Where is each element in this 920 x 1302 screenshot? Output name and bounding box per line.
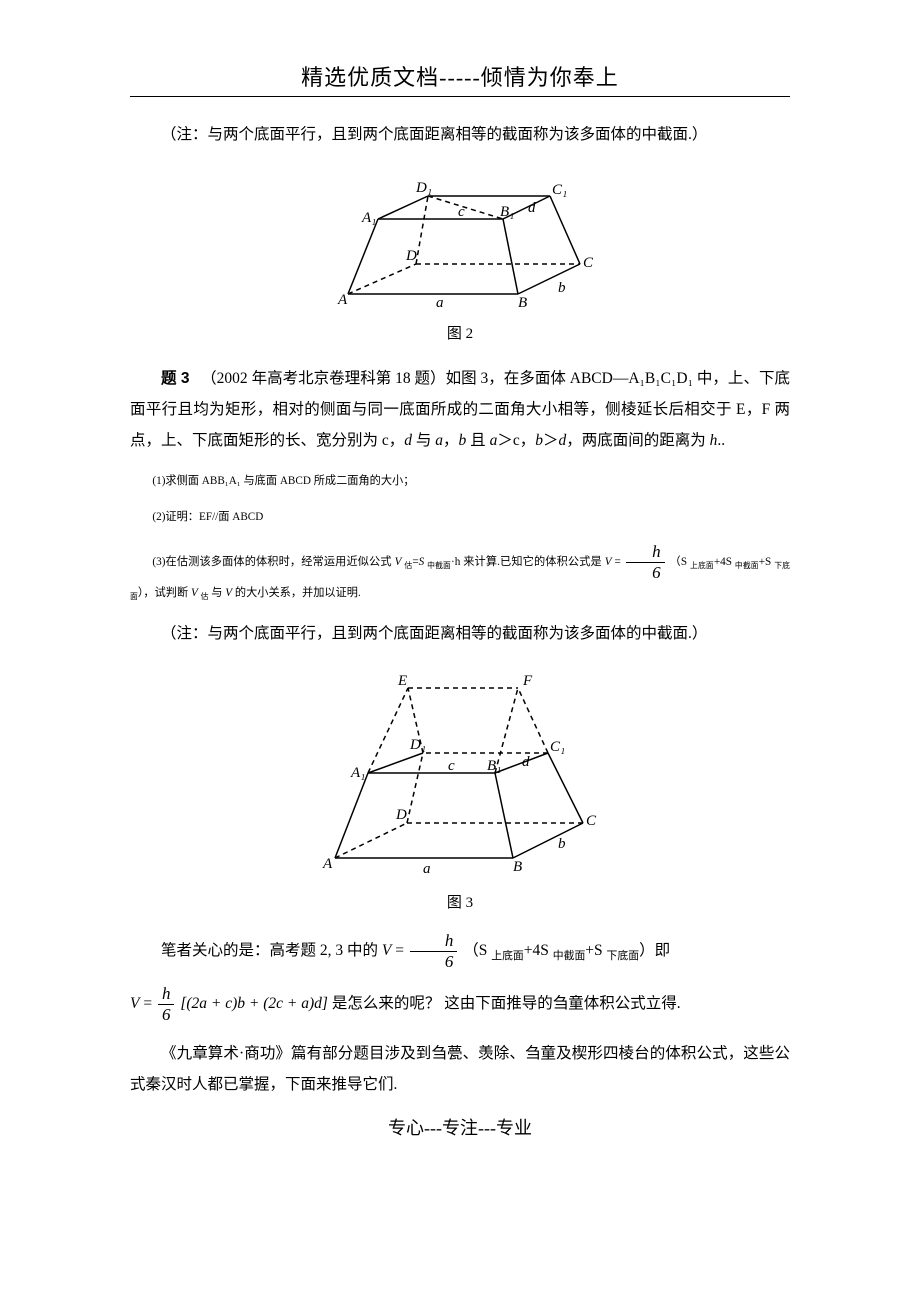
svg-text:A: A (337, 292, 348, 308)
note-midsection-1: （注：与两个底面平行，且到两个底面距离相等的截面称为该多面体的中截面.） (130, 119, 790, 150)
svg-text:C₁: C₁ (552, 182, 567, 198)
author-remark-1b: （S 上底面+4S 中截面+S 下底面）即 (463, 942, 670, 959)
page: 精选优质文档-----倾情为你奉上 （注：与两个底面平行，且到两个底面距离相等的… (0, 0, 920, 1180)
problem-3-label: 题 3 (161, 370, 189, 387)
svg-text:A: A (322, 856, 333, 872)
figure-3: A B C D A₁ B₁ C₁ D₁ E F a b c d (130, 663, 790, 883)
svg-text:b: b (558, 280, 566, 296)
svg-text:F: F (522, 673, 533, 689)
fraction-h-over-6: h 6 (626, 543, 665, 582)
figure-2: A B C D A₁ B₁ C₁ D₁ a b c d (130, 164, 790, 314)
volume-formula: V = h 6 (605, 556, 670, 568)
frustum-with-apex-diagram-icon: A B C D A₁ B₁ C₁ D₁ E F a b c d (313, 663, 608, 878)
author-remark-2-tail: 是怎么来的呢？ 这由下面推导的刍童体积公式立得. (332, 995, 681, 1012)
jiuzhang-reference: 《九章算术·商功》篇有部分题目涉及到刍甍、羡除、刍童及楔形四棱台的体积公式，这些… (130, 1038, 790, 1100)
problem-3-part1: (1)求侧面 ABB₁A₁ 与底面 ABCD 所成二面角的大小； (130, 470, 790, 492)
svg-text:A₁: A₁ (350, 765, 365, 781)
svg-text:E: E (397, 673, 407, 689)
svg-text:C₁: C₁ (550, 739, 565, 755)
note-midsection-2: （注：与两个底面平行，且到两个底面距离相等的截面称为该多面体的中截面.） (130, 618, 790, 649)
svg-text:a: a (423, 861, 431, 877)
svg-text:d: d (522, 754, 530, 770)
svg-text:B: B (513, 859, 522, 875)
svg-text:D: D (405, 248, 417, 264)
page-footer: 专心---专注---专业 (130, 1114, 790, 1140)
svg-text:c: c (458, 204, 465, 220)
problem-3-part2: (2)证明：EF//面 ABCD (130, 506, 790, 528)
svg-text:C: C (583, 255, 593, 271)
svg-text:B₁: B₁ (487, 758, 501, 774)
svg-text:B₁: B₁ (500, 204, 514, 220)
svg-text:D₁: D₁ (415, 180, 432, 196)
author-remark-1: 笔者关心的是：高考题 2, 3 中的 V = h 6 （S 上底面+4S 中截面… (130, 932, 790, 971)
svg-text:D₁: D₁ (409, 737, 426, 753)
svg-text:c: c (448, 758, 455, 774)
svg-text:B: B (518, 295, 527, 309)
problem-3-part3-lead: (3)在估测该多面体的体积时，经常运用近似公式 V 估=S 中截面·h 来计算.… (152, 556, 601, 568)
problem-3-body: （2002 年高考北京卷理科第 18 题）如图 3，在多面体 ABCD—A₁B₁… (130, 370, 790, 449)
problem-3-statement: 题 3 （2002 年高考北京卷理科第 18 题）如图 3，在多面体 ABCD—… (130, 363, 790, 456)
volume-formula-2: V = h 6 (382, 942, 463, 959)
top-rule (130, 96, 790, 97)
svg-text:D: D (395, 807, 407, 823)
page-top-title: 精选优质文档-----倾情为你奉上 (130, 60, 790, 92)
figure-3-caption: 图 3 (130, 891, 790, 912)
fraction-h-over-6-c: h 6 (158, 985, 175, 1024)
figure-2-caption: 图 2 (130, 322, 790, 343)
fraction-h-over-6-b: h 6 (410, 932, 458, 971)
problem-3-part3: (3)在估测该多面体的体积时，经常运用近似公式 V 估=S 中截面·h 来计算.… (130, 543, 790, 605)
volume-expanded-formula: V = h 6 [(2a + c)b + (2c + a)d] (130, 995, 332, 1012)
svg-text:d: d (528, 200, 536, 216)
author-remark-1a: 笔者关心的是：高考题 2, 3 中的 (161, 942, 378, 959)
author-remark-2: V = h 6 [(2a + c)b + (2c + a)d] 是怎么来的呢？ … (130, 985, 790, 1024)
svg-text:A₁: A₁ (361, 210, 376, 226)
frustum-diagram-icon: A B C D A₁ B₁ C₁ D₁ a b c d (328, 164, 593, 309)
svg-text:b: b (558, 836, 566, 852)
svg-text:C: C (586, 813, 597, 829)
svg-text:a: a (436, 295, 444, 309)
